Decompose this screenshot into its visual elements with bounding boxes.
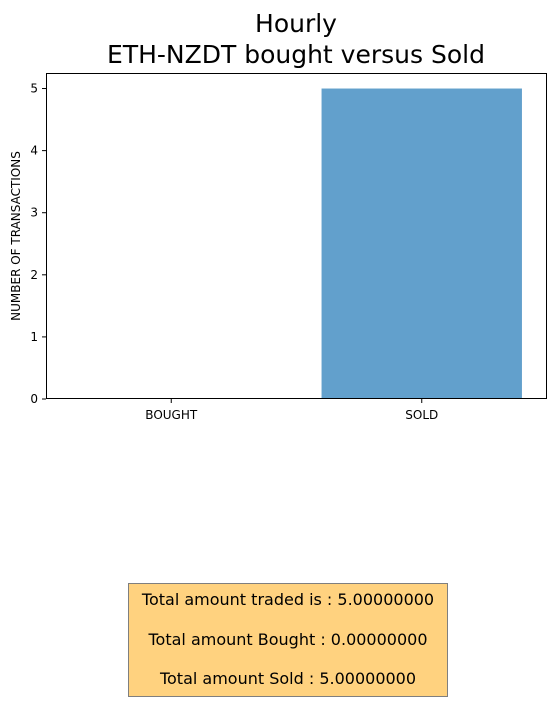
y-axis-label: NUMBER OF TRANSACTIONS <box>9 151 23 321</box>
y-tick-label: 5 <box>30 82 38 96</box>
y-tick-label: 3 <box>30 206 38 220</box>
summary-total-sold: Total amount Sold : 5.00000000 <box>159 669 417 688</box>
chart-title-line-2: ETH-NZDT bought versus Sold <box>107 40 485 69</box>
y-axis-ticks: 0 1 2 3 4 5 <box>30 82 46 406</box>
x-axis-ticks: BOUGHT SOLD <box>145 399 438 422</box>
summary-box: Total amount traded is : 5.00000000 Tota… <box>128 583 448 697</box>
y-tick-label: 0 <box>30 392 38 406</box>
plot-area-frame <box>46 73 547 399</box>
bar-chart: Hourly ETH-NZDT bought versus Sold 0 1 2 3 4… <box>9 9 547 422</box>
x-tick-label: SOLD <box>405 408 438 422</box>
summary-total-bought: Total amount Bought : 0.00000000 <box>148 629 428 649</box>
bars-layer <box>321 88 522 400</box>
y-tick-label: 1 <box>30 330 38 344</box>
summary-total-traded: Total amount traded is : 5.00000000 <box>141 590 435 609</box>
y-tick-label: 4 <box>30 144 38 158</box>
x-tick-label: BOUGHT <box>145 408 198 422</box>
y-tick-label: 2 <box>30 268 38 282</box>
chart-title-line-1: Hourly <box>255 9 337 38</box>
bar-sold <box>321 88 522 400</box>
